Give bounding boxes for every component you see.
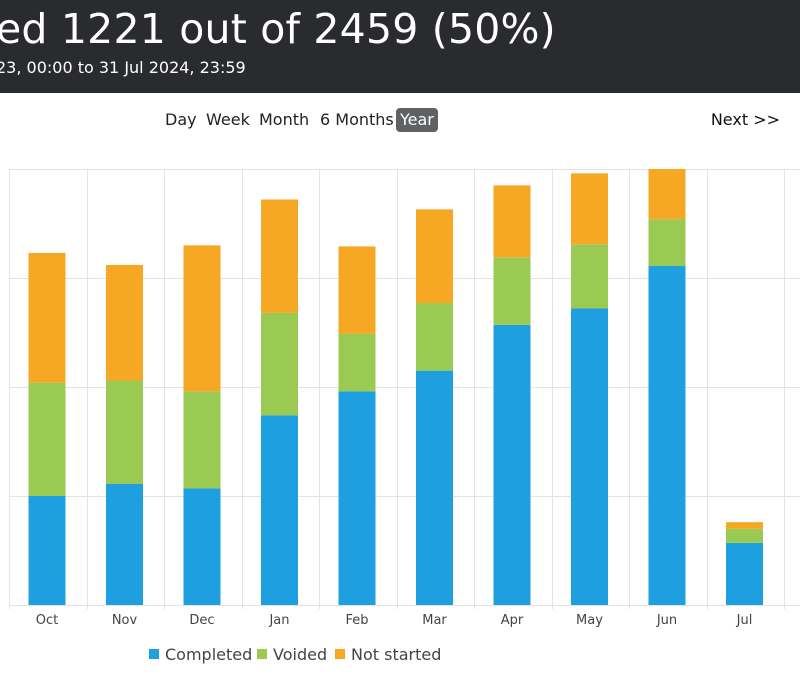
- range-button-week[interactable]: Week: [206, 110, 250, 129]
- bar-not-started-apr: [493, 185, 531, 258]
- bar-not-started-jul: [726, 522, 763, 529]
- stacked-bar-chart: Oct Nov Dec Jan Feb Mar Apr May Jun Jul: [9, 169, 800, 628]
- x-axis-labels: Oct Nov Dec Jan Feb Mar Apr May Jun Jul: [36, 613, 753, 628]
- bar-completed-jan: [261, 415, 298, 605]
- x-tick-label-jan: Jan: [268, 613, 289, 628]
- chart-bars: [28, 169, 763, 605]
- legend-item-not-started[interactable]: Not started: [335, 643, 441, 667]
- legend-item-completed[interactable]: Completed: [149, 643, 252, 667]
- bar-voided-oct: [28, 382, 66, 496]
- report-header: ed 1221 out of 2459 (50%) 23, 00:00 to 3…: [0, 0, 800, 93]
- legend-swatch-not-started: [335, 648, 345, 659]
- bar-completed-apr: [493, 324, 531, 605]
- x-tick-label-jun: Jun: [656, 613, 677, 628]
- time-range-selector: Day Week Month 6 Months Year Next >>: [0, 107, 800, 135]
- bar-voided-jun: [648, 219, 686, 267]
- x-tick-label-may: May: [576, 613, 603, 628]
- next-link[interactable]: Next >>: [710, 110, 780, 129]
- report-title: ed 1221 out of 2459 (50%): [0, 5, 556, 53]
- bar-not-started-may: [571, 173, 608, 245]
- bar-voided-nov: [106, 380, 143, 485]
- bar-not-started-jan: [261, 199, 298, 313]
- bar-not-started-mar: [416, 209, 453, 304]
- bar-completed-oct: [28, 496, 66, 605]
- legend-item-voided[interactable]: Voided: [257, 643, 327, 667]
- legend-swatch-completed: [149, 648, 159, 659]
- range-button-year[interactable]: Year: [396, 108, 438, 132]
- bar-voided-may: [571, 244, 608, 309]
- bar-completed-jun: [648, 266, 686, 605]
- range-button-month[interactable]: Month: [259, 110, 310, 129]
- bar-completed-jul: [726, 542, 763, 605]
- x-tick-label-dec: Dec: [189, 613, 214, 628]
- legend-label-completed: Completed: [165, 645, 253, 664]
- bar-not-started-feb: [338, 246, 376, 334]
- bar-not-started-nov: [106, 264, 143, 381]
- bar-voided-dec: [183, 391, 221, 489]
- bar-not-started-jun: [648, 169, 686, 220]
- bar-completed-may: [571, 308, 608, 605]
- bar-voided-feb: [338, 333, 376, 392]
- range-button-6-months[interactable]: 6 Months: [320, 110, 394, 129]
- bar-completed-feb: [338, 391, 376, 605]
- chart-legend: Completed Voided Not started: [0, 643, 800, 667]
- report-date-range: 23, 00:00 to 31 Jul 2024, 23:59: [0, 58, 246, 77]
- x-tick-label-mar: Mar: [422, 613, 447, 628]
- bar-not-started-oct: [28, 252, 66, 383]
- x-tick-label-jul: Jul: [736, 613, 753, 628]
- legend-label-voided: Voided: [273, 645, 328, 664]
- bar-completed-nov: [106, 484, 143, 605]
- bar-not-started-dec: [183, 245, 221, 392]
- legend-label-not-started: Not started: [351, 645, 442, 664]
- bar-voided-mar: [416, 303, 453, 371]
- x-tick-label-nov: Nov: [112, 613, 138, 628]
- range-button-day[interactable]: Day: [165, 110, 197, 129]
- x-tick-label-apr: Apr: [501, 613, 524, 628]
- x-tick-label-feb: Feb: [345, 613, 368, 628]
- bar-voided-jul: [726, 528, 763, 543]
- bar-voided-apr: [493, 257, 531, 325]
- legend-swatch-voided: [257, 648, 267, 659]
- x-tick-label-oct: Oct: [36, 613, 58, 628]
- bar-completed-dec: [183, 488, 221, 605]
- bar-completed-mar: [416, 370, 453, 605]
- bar-voided-jan: [261, 312, 298, 416]
